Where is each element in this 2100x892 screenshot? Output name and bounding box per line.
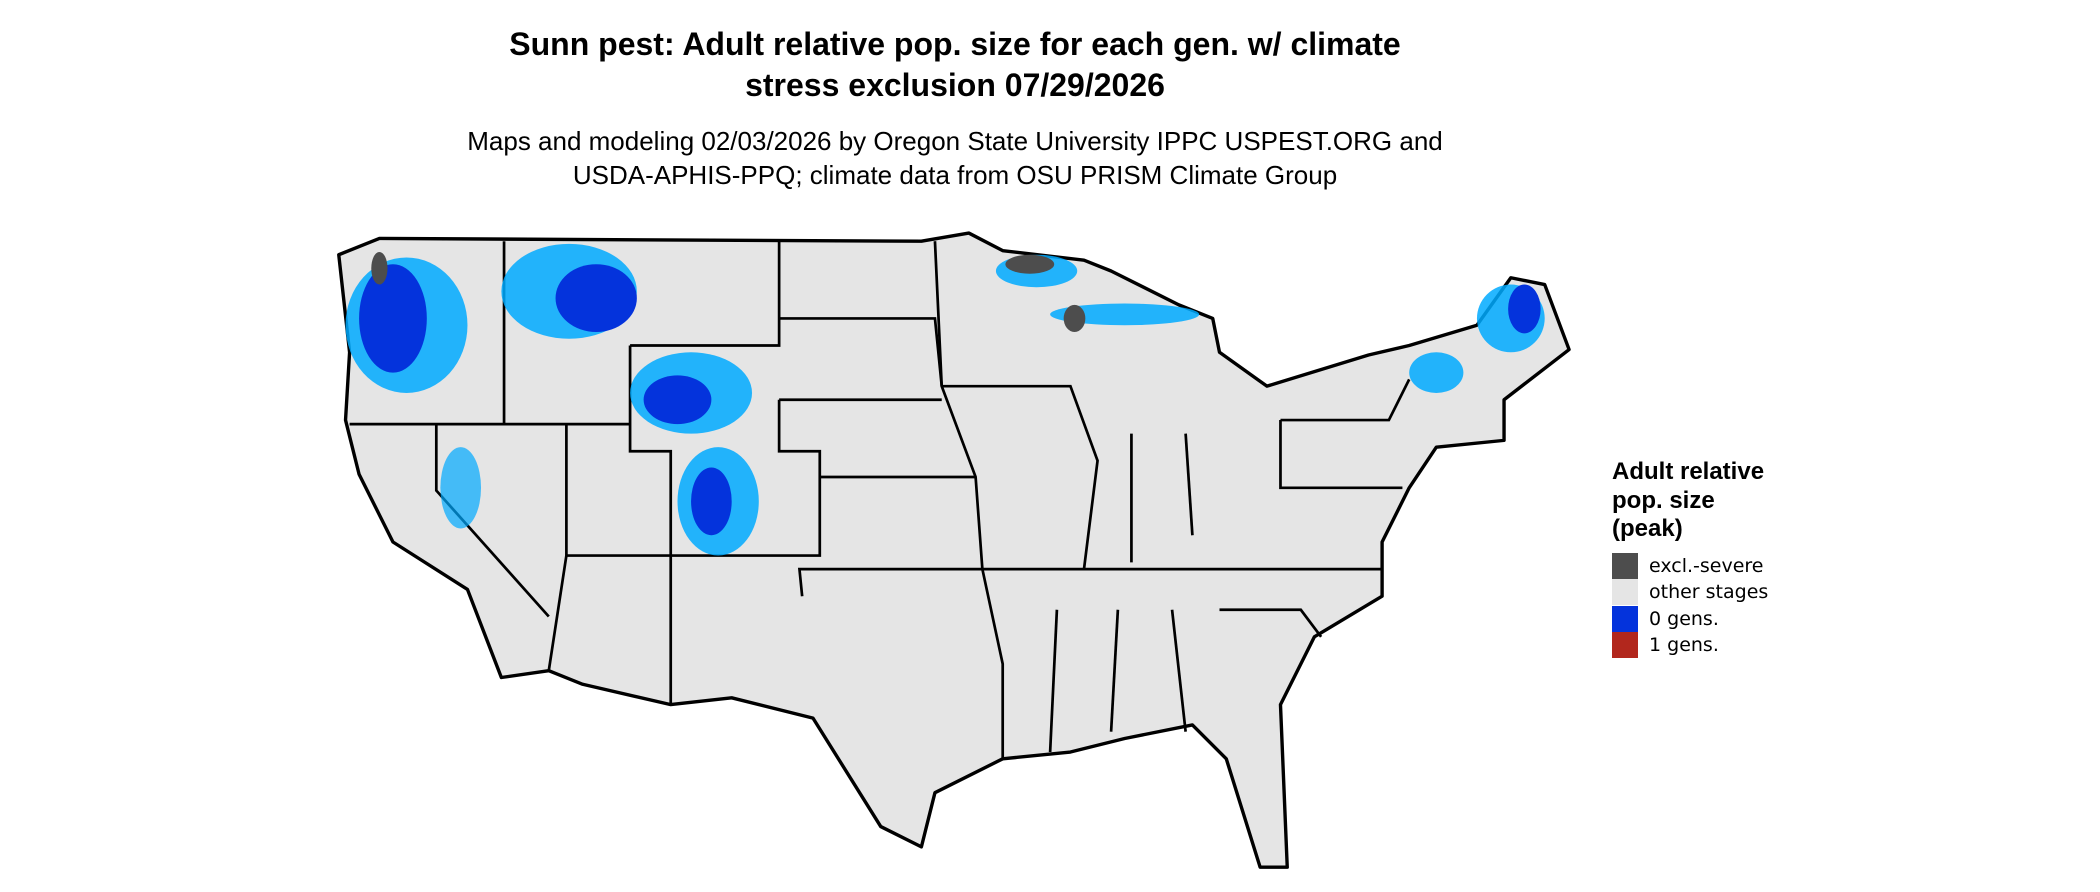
legend-title-line: (peak) xyxy=(1612,515,1683,542)
map-body xyxy=(337,231,1571,869)
legend-label: 1 gens. xyxy=(1649,634,1719,657)
legend-label: 0 gens. xyxy=(1649,607,1719,630)
climate-areas xyxy=(345,243,1545,556)
legend-swatch xyxy=(1612,553,1638,579)
legend-swatch xyxy=(1612,605,1638,632)
subtitle-line: USDA-APHIS-PPQ; climate data from OSU PR… xyxy=(572,160,1338,190)
legend-title-line: Adult relative xyxy=(1612,458,1765,485)
legend-title: Adult relative pop. size (peak) xyxy=(1612,458,1764,544)
legend-item: 1 gens. xyxy=(1612,632,1719,659)
legend-label: other stages xyxy=(1649,581,1769,604)
legend-item: other stages xyxy=(1612,579,1769,606)
state-borders xyxy=(349,241,1411,759)
legend-swatch xyxy=(1612,632,1638,659)
legend-item: excl.-severe xyxy=(1612,553,1764,579)
subtitle: Maps and modeling 02/03/2026 by Oregon S… xyxy=(0,124,1910,192)
legend-swatch xyxy=(1612,579,1638,606)
title-line: Sunn pest: Adult relative pop. size for … xyxy=(509,26,1401,62)
legend-label: excl.-severe xyxy=(1649,555,1764,577)
title: Sunn pest: Adult relative pop. size for … xyxy=(0,24,1910,106)
legend-title-line: pop. size xyxy=(1612,486,1715,514)
map xyxy=(337,231,1571,869)
legend-item: 0 gens. xyxy=(1612,605,1719,632)
subtitle-line: Maps and modeling 02/03/2026 by Oregon S… xyxy=(467,126,1443,156)
us-outline xyxy=(337,231,1571,869)
title-line: stress exclusion 07/29/2026 xyxy=(745,67,1165,103)
